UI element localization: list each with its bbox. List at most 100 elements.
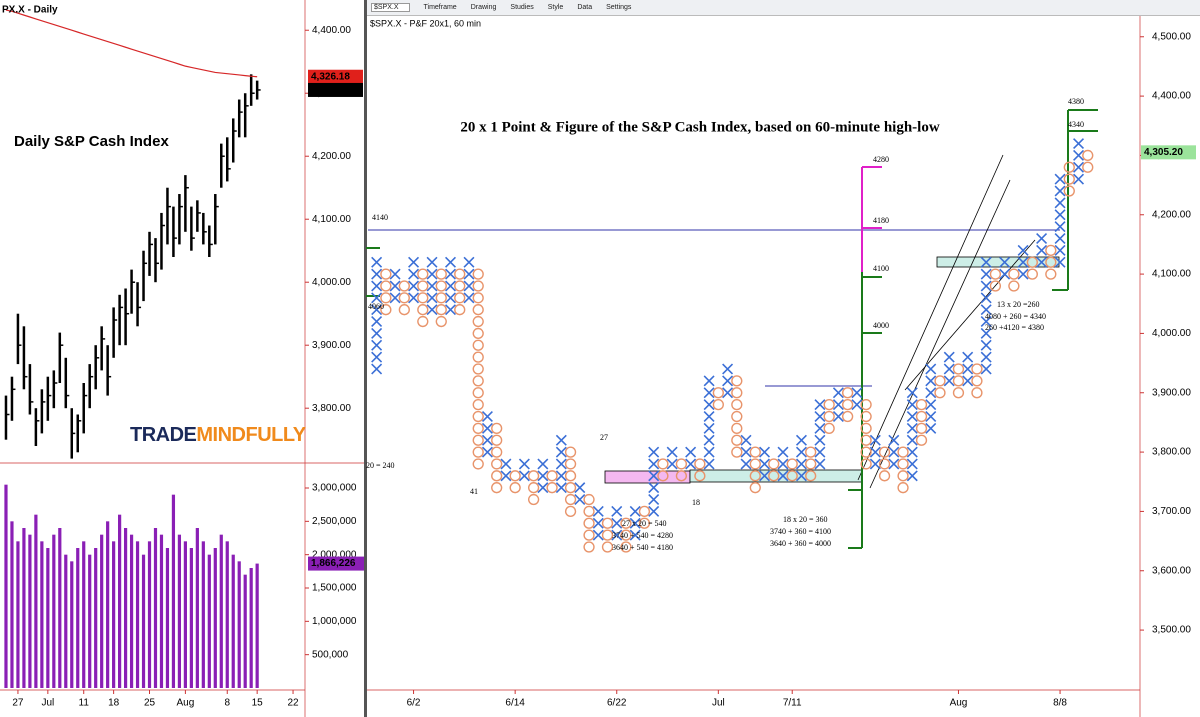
o-column — [472, 268, 484, 470]
x-box — [666, 458, 678, 470]
volume-bar — [141, 554, 146, 688]
volume-bar — [237, 561, 241, 688]
x-column — [703, 375, 715, 470]
o-box — [786, 458, 798, 470]
x-box — [999, 256, 1011, 268]
o-box — [583, 529, 595, 541]
volume-bar — [123, 528, 128, 688]
x-box — [648, 470, 660, 482]
toolbar-item[interactable]: Settings — [606, 4, 632, 11]
x-box — [574, 494, 586, 506]
x-box — [648, 505, 660, 517]
x-box — [980, 316, 992, 328]
toolbar-item[interactable]: Data — [577, 4, 593, 11]
o-column — [491, 422, 503, 494]
x-box — [814, 458, 826, 470]
o-box — [435, 280, 447, 292]
x-box — [740, 458, 752, 470]
x-tick-label: 22 — [287, 698, 299, 709]
toolbar-item[interactable]: Drawing — [470, 4, 497, 11]
x-box — [481, 422, 493, 434]
last-price-label: 4,305.20 — [1144, 147, 1183, 158]
o-box — [417, 304, 429, 316]
volume-bar — [88, 554, 92, 688]
x-box — [906, 422, 918, 434]
annotation: 20 = 240 — [366, 461, 395, 470]
o-box — [675, 458, 688, 470]
volume-bar — [225, 541, 229, 688]
volume-bar — [159, 534, 164, 688]
x-box — [703, 434, 715, 446]
x-box — [500, 470, 512, 482]
o-column — [952, 363, 965, 399]
o-column — [527, 470, 540, 506]
o-column — [934, 375, 946, 399]
x-box — [814, 410, 826, 422]
o-box — [694, 458, 706, 470]
y-tick-label: 4,000.00 — [312, 277, 351, 288]
o-box — [934, 375, 946, 387]
last-price-label-bg — [1141, 145, 1196, 160]
x-box — [703, 399, 715, 411]
o-box — [583, 493, 595, 506]
x-box — [518, 470, 530, 482]
x-tick-label: Jul — [712, 698, 725, 709]
x-box — [962, 351, 974, 363]
x-box — [1036, 244, 1048, 256]
annotation: 4100 — [873, 264, 889, 273]
o-box — [472, 387, 484, 399]
volume-bar — [207, 554, 211, 688]
o-box — [878, 470, 891, 482]
o-column — [1026, 256, 1038, 280]
toolbar-item[interactable]: Timeframe — [423, 4, 457, 11]
x-box — [555, 446, 567, 458]
y-tick-label: 4,500.00 — [1152, 31, 1191, 42]
x-box — [703, 375, 715, 387]
symbol-box[interactable]: $SPX.X — [371, 3, 410, 12]
x-box — [611, 517, 623, 529]
x-tick-label: Aug — [950, 698, 968, 709]
x-tick-label: 8/8 — [1053, 698, 1067, 709]
pnf-title: $SPX.X - P&F 20x1, 60 min — [370, 18, 481, 28]
o-box — [564, 458, 577, 470]
o-box — [712, 398, 724, 411]
daily-title: PX.X - Daily — [2, 5, 58, 16]
x-column — [685, 446, 697, 470]
o-column — [454, 268, 466, 316]
x-box — [426, 280, 438, 292]
o-column — [1045, 244, 1057, 280]
o-box — [768, 458, 780, 470]
o-column — [989, 268, 1002, 292]
x-column — [574, 482, 586, 506]
annotation: 3740 + 360 = 4100 — [770, 527, 831, 536]
o-box — [491, 458, 503, 470]
x-column — [445, 256, 457, 316]
o-column — [1008, 268, 1020, 292]
x-box — [795, 458, 807, 470]
o-box — [380, 268, 392, 280]
toolbar-item[interactable]: Style — [547, 4, 564, 11]
o-column — [1063, 161, 1075, 197]
x-column — [980, 256, 992, 375]
toolbar-item[interactable]: Studies — [510, 4, 534, 11]
o-column — [675, 458, 688, 482]
x-box — [814, 422, 826, 434]
x-column — [1036, 232, 1048, 268]
x-box — [906, 446, 918, 458]
x-column — [1073, 138, 1085, 185]
x-box — [759, 458, 771, 470]
o-box — [638, 505, 651, 518]
logo: TRADEMINDFULLY — [130, 424, 307, 446]
x-box — [537, 458, 549, 470]
o-box — [454, 280, 466, 292]
x-box — [611, 505, 623, 517]
o-box — [472, 422, 484, 434]
x-box — [555, 458, 567, 470]
x-box — [980, 292, 992, 304]
annotation: 260 +4120 = 4380 — [985, 323, 1044, 332]
volume-bar — [46, 548, 50, 688]
x-tick-label: 7/11 — [783, 698, 802, 709]
x-box — [1073, 161, 1085, 173]
x-box — [371, 363, 383, 375]
volume-bar — [58, 528, 62, 688]
